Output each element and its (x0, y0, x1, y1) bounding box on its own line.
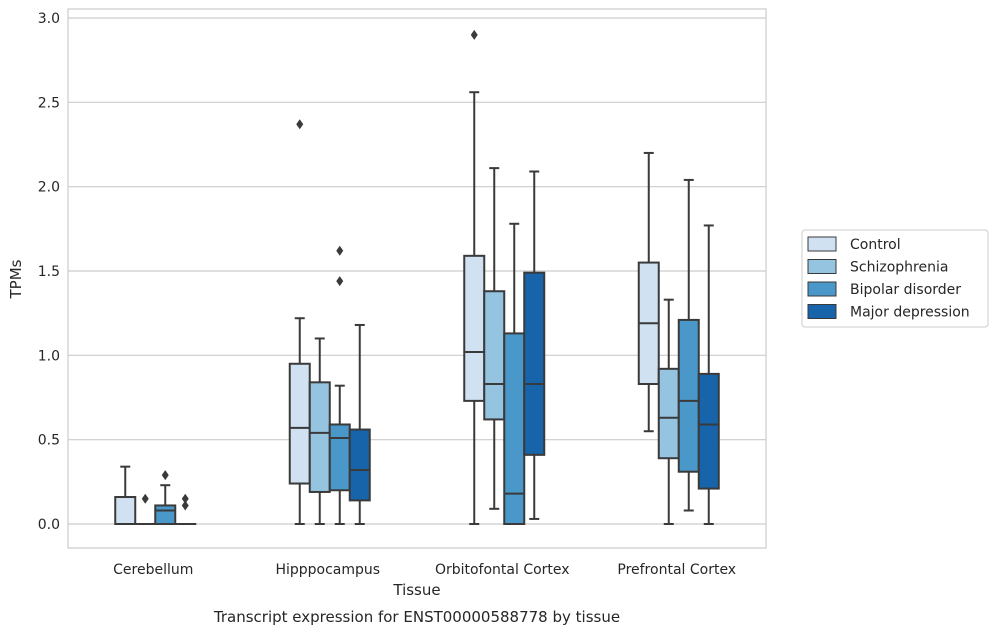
box-body (677, 318, 700, 473)
outlier-point (181, 493, 189, 504)
grid-lines (68, 17, 766, 525)
y-tick-label: 3.0 (38, 11, 60, 27)
box-schizophrenia (483, 167, 506, 510)
box-control (114, 465, 137, 526)
box-bipolar-disorder (503, 222, 526, 526)
legend-frame (801, 229, 989, 328)
legend-label: Control (850, 237, 901, 253)
outlier-point (296, 119, 304, 130)
outlier-point (336, 245, 344, 256)
y-tick-label: 1.5 (38, 264, 60, 280)
box-major-depression (174, 493, 197, 526)
box-control (463, 29, 486, 525)
box-schizophrenia (308, 337, 331, 525)
y-tick-label: 2.5 (38, 95, 60, 111)
x-tick-label: Prefrontal Cortex (617, 562, 736, 578)
legend-swatch (807, 304, 837, 319)
box-body (114, 496, 137, 526)
legend-swatch (807, 236, 837, 252)
outlier-point (470, 29, 478, 40)
legend: Control Schizophrenia Bipolar disorder Majo… (801, 229, 989, 328)
box-body (657, 367, 680, 460)
y-axis-label: TPMs (7, 259, 25, 299)
outlier-point (141, 493, 149, 504)
box-major-depression (697, 224, 720, 525)
box-body (503, 332, 526, 526)
box-major-depression (523, 170, 546, 520)
legend-swatch (807, 281, 837, 297)
legend-label: Schizophrenia (850, 260, 948, 276)
box-bipolar-disorder (328, 245, 351, 525)
box-major-depression (348, 323, 371, 525)
legend-label: Bipolar disorder (850, 282, 961, 298)
box-body (288, 362, 311, 485)
box-body (483, 290, 506, 421)
box-body (697, 372, 720, 490)
box-groups (114, 29, 720, 526)
y-tick-label: 1.0 (38, 348, 60, 364)
outlier-point (336, 276, 344, 287)
figure-caption: Transcript expression for ENST0000058877… (213, 608, 620, 626)
outlier-point (161, 470, 169, 481)
box-body (348, 428, 371, 502)
y-tick-labels: 0.0 0.5 1.0 1.5 2.0 2.5 3.0 (38, 11, 60, 533)
y-tick-label: 0.5 (38, 433, 60, 449)
box-body (308, 381, 331, 493)
x-tick-label: Hipppocampus (275, 562, 380, 578)
box-body (154, 504, 177, 525)
x-tick-labels: Cerebellum Hipppocampus Orbitofontal Corte… (113, 562, 736, 578)
x-tick-label: Cerebellum (113, 562, 193, 578)
y-tick-label: 2.0 (38, 180, 60, 196)
box-body (463, 254, 486, 402)
box-schizophrenia (134, 493, 157, 526)
legend-label: Major depression (850, 305, 970, 321)
x-tick-label: Orbitofontal Cortex (435, 562, 570, 578)
box-bipolar-disorder (677, 178, 700, 512)
box-control (288, 119, 311, 525)
plot-frame (67, 8, 767, 549)
y-tick-label: 0.0 (38, 517, 60, 533)
box-schizophrenia (657, 298, 680, 525)
box-body (328, 423, 351, 492)
box-body (523, 271, 546, 456)
box-control (637, 151, 660, 433)
box-bipolar-disorder (154, 470, 177, 525)
legend-swatch (807, 259, 837, 274)
x-axis-label: Tissue (392, 581, 440, 599)
outlier-point (181, 500, 189, 511)
